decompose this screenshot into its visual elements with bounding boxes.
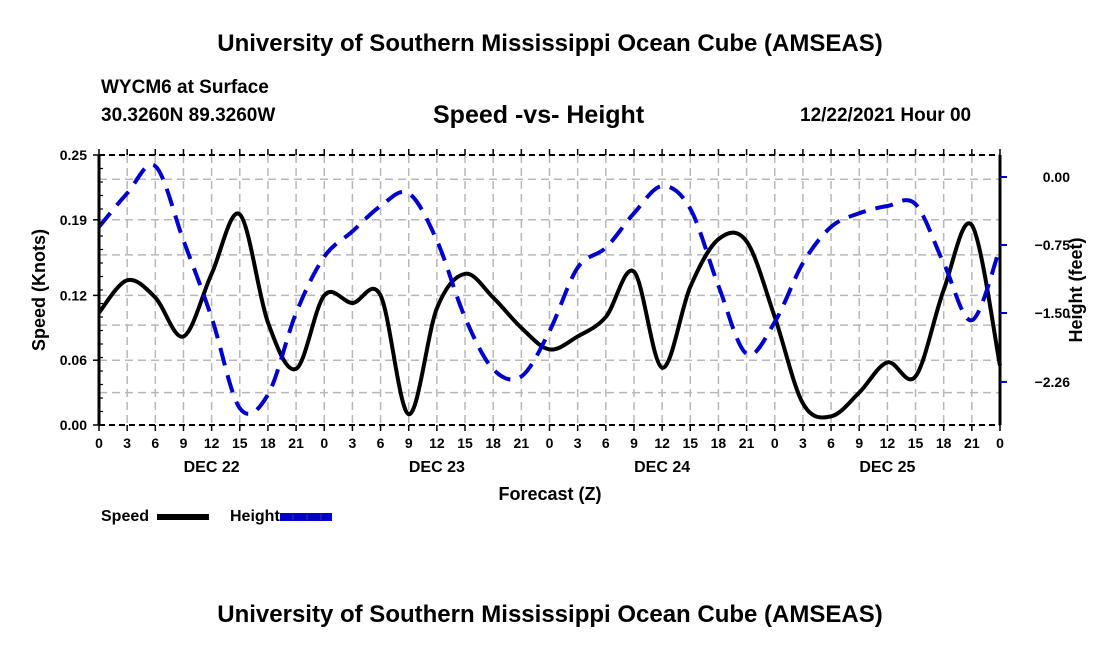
x-tick-label: 12 [429,435,445,451]
x-tick-label: 3 [123,435,131,451]
main-title: University of Southern Mississippi Ocean… [217,30,883,57]
x-tick-label: 15 [682,435,698,451]
chart-subtitle: Speed -vs- Height [433,101,645,129]
footer-title: University of Southern Mississippi Ocean… [217,601,883,628]
x-tick-label: 12 [654,435,670,451]
x-tick-label: 18 [936,435,952,451]
legend-speed: Speed [101,508,210,526]
x-tick-label: 21 [288,435,304,451]
x-tick-label: 18 [711,435,727,451]
y2-tick-label: −2.26 [1035,374,1071,390]
legend-speed-label: Speed [101,508,150,525]
x-tick-label: 21 [739,435,755,451]
x-tick-label: 18 [485,435,501,451]
x-tick-label: 0 [996,435,1004,451]
y2-tick-label: −1.50 [1035,305,1071,321]
legend-height: Height [230,508,332,526]
series-lines [97,162,1002,420]
y-tick-label: 0.25 [60,147,87,163]
x-tick-label: 0 [546,435,554,451]
x-tick-label: 0 [320,435,328,451]
y-tick-label: 0.12 [60,287,87,303]
x-tick-label: 12 [880,435,896,451]
legend-height-swatch [279,512,332,521]
x-tick-label: 6 [827,435,835,451]
y2-tick-label: 0.00 [1043,169,1070,185]
x-tick-label: 6 [377,435,385,451]
x-tick-label: 0 [771,435,779,451]
y-axis-title: Speed (Knots) [29,229,49,351]
x-day-label: DEC 24 [634,459,690,476]
axis-labels: 0 3 6 9 12 15 18 21 0 3 6 9 12 15 18 21 0 3 6 9 12 15 18 21 0 3 6 9… [60,147,1070,476]
station-label: WYCM6 at Surface [101,77,269,98]
y-tick-label: 0.06 [60,352,87,368]
x-day-label: DEC 22 [184,459,240,476]
x-tick-label: 6 [602,435,610,451]
x-tick-label: 15 [232,435,248,451]
x-tick-label: 0 [95,435,103,451]
x-tick-label: 9 [405,435,413,451]
legend-height-label: Height [230,508,280,525]
axes [93,149,1007,431]
y-tick-label: 0.19 [60,212,87,228]
x-day-label: DEC 23 [409,459,465,476]
grid-lines [99,155,1000,425]
series-line-height [97,162,1002,416]
x-tick-label: 3 [349,435,357,451]
coordinates-label: 30.3260N 89.3260W [101,105,276,126]
x-day-label: DEC 25 [859,459,915,476]
forecast-datetime: 12/22/2021 Hour 00 [800,105,972,126]
x-tick-label: 9 [180,435,188,451]
x-tick-label: 9 [630,435,638,451]
y2-tick-label: −0.75 [1035,237,1071,253]
x-axis-title: Forecast (Z) [498,484,601,504]
y-tick-label: 0.00 [60,417,87,433]
x-tick-label: 15 [457,435,473,451]
x-tick-label: 3 [799,435,807,451]
x-tick-label: 18 [260,435,276,451]
x-tick-label: 6 [151,435,159,451]
x-tick-label: 3 [574,435,582,451]
x-tick-label: 15 [908,435,924,451]
x-tick-label: 21 [964,435,980,451]
x-tick-label: 9 [855,435,863,451]
legend-speed-swatch [157,513,210,520]
series-line-speed [97,211,1002,420]
x-tick-label: 21 [514,435,530,451]
y2-axis-title: Height (feet) [1066,238,1086,343]
x-tick-label: 12 [204,435,220,451]
